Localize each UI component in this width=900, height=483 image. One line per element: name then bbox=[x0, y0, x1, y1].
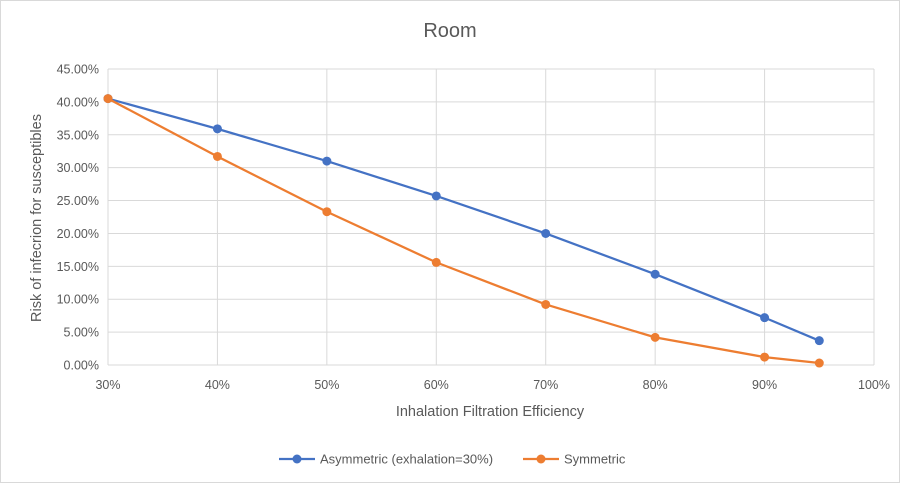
chart-title: Room bbox=[423, 20, 476, 42]
symmetric-data-point bbox=[814, 358, 824, 368]
y-tick-label: 0.00% bbox=[64, 359, 99, 373]
y-tick-label: 35.00% bbox=[57, 128, 99, 142]
asymmetric-data-point bbox=[322, 156, 332, 166]
x-tick-label: 80% bbox=[643, 378, 668, 392]
symmetric-data-point bbox=[431, 257, 441, 267]
asymmetric-data-point bbox=[431, 191, 441, 201]
x-axis-label: Inhalation Filtration Efficiency bbox=[396, 404, 585, 420]
legend: Asymmetric (exhalation=30%) Symmetric bbox=[279, 452, 626, 467]
symmetric-data-point bbox=[322, 207, 332, 217]
symmetric-data-point bbox=[103, 94, 113, 104]
symmetric-data-point bbox=[760, 352, 770, 362]
x-tick-label: 60% bbox=[424, 378, 449, 392]
legend-label-symmetric: Symmetric bbox=[564, 452, 626, 467]
y-axis-label: Risk of infecrion for susceptibles bbox=[29, 114, 45, 322]
asymmetric-data-point bbox=[760, 313, 770, 323]
x-tick-label: 40% bbox=[205, 378, 230, 392]
y-tick-label: 25.00% bbox=[57, 194, 99, 208]
asymmetric-series-line bbox=[107, 97, 820, 342]
series-layer bbox=[103, 94, 824, 368]
y-tick-label: 45.00% bbox=[57, 63, 99, 77]
x-tick-label: 30% bbox=[95, 378, 120, 392]
tick-labels: 30% 40% 50% 60% 70% 80% 90% 100% 0.00% 5.00% 10.00… bbox=[57, 63, 890, 393]
x-tick-label: 90% bbox=[752, 378, 777, 392]
asymmetric-data-point bbox=[650, 269, 660, 279]
asymmetric-data-point bbox=[814, 336, 824, 346]
x-tick-label: 100% bbox=[858, 378, 890, 392]
y-tick-label: 15.00% bbox=[57, 260, 99, 274]
y-tick-label: 40.00% bbox=[57, 95, 99, 109]
symmetric-data-point bbox=[650, 332, 660, 342]
x-tick-label: 70% bbox=[533, 378, 558, 392]
legend-label-asymmetric: Asymmetric (exhalation=30%) bbox=[320, 452, 493, 467]
symmetric-data-point bbox=[212, 151, 222, 161]
legend-marker-symmetric bbox=[536, 454, 546, 464]
asymmetric-data-point bbox=[212, 124, 222, 134]
symmetric-data-point bbox=[541, 299, 551, 309]
asymmetric-data-point bbox=[541, 228, 551, 238]
legend-marker-asymmetric bbox=[292, 454, 302, 464]
gridlines bbox=[107, 68, 875, 366]
y-tick-label: 20.00% bbox=[57, 227, 99, 241]
symmetric-series-line bbox=[107, 97, 820, 365]
y-tick-label: 5.00% bbox=[64, 326, 99, 340]
x-tick-label: 50% bbox=[314, 378, 339, 392]
y-tick-label: 30.00% bbox=[57, 161, 99, 175]
y-tick-label: 10.00% bbox=[57, 293, 99, 307]
